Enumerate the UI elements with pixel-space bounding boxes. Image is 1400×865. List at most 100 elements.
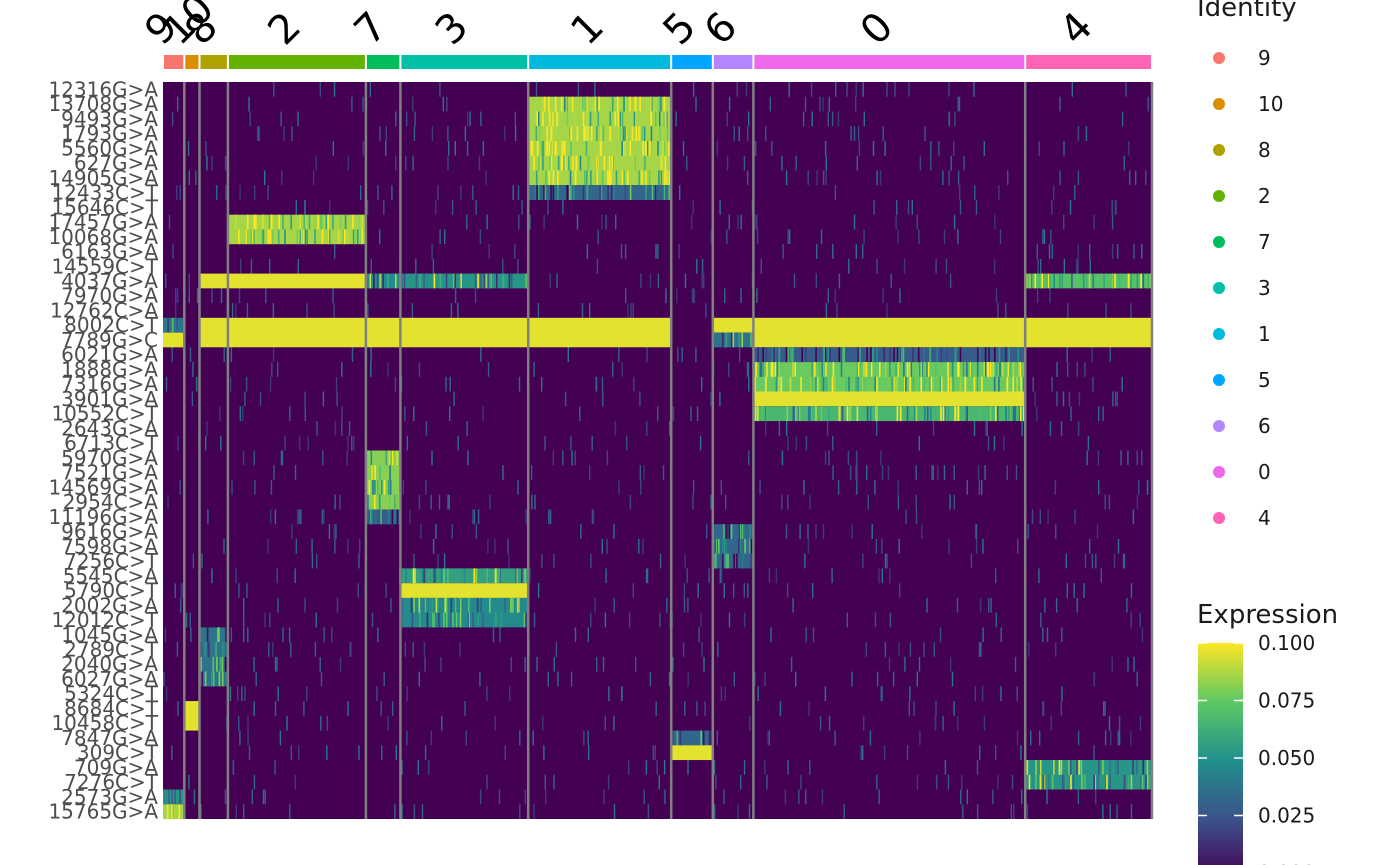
- speckle: [547, 199, 549, 215]
- speckle: [668, 671, 671, 687]
- speckle: [238, 583, 240, 598]
- cell-stripe: [418, 597, 421, 613]
- speckle: [316, 553, 318, 569]
- cell-stripe: [517, 597, 519, 613]
- speckle: [697, 583, 699, 598]
- speckle: [618, 480, 620, 495]
- speckle: [449, 406, 451, 422]
- speckle: [406, 435, 409, 451]
- speckle: [392, 701, 394, 716]
- speckle: [289, 406, 291, 422]
- row-label: 8002C>T: [64, 313, 159, 337]
- cell-stripe: [1103, 273, 1105, 289]
- cell-stripe: [981, 376, 983, 392]
- cell-stripe: [790, 347, 792, 363]
- expression-block-group-1: [528, 317, 672, 348]
- speckle: [682, 642, 685, 657]
- colorbar-tick-label: 0.000: [1258, 861, 1315, 865]
- speckle: [961, 774, 963, 790]
- cell-stripe: [621, 141, 623, 156]
- cell-stripe: [619, 111, 621, 127]
- speckle: [855, 96, 857, 112]
- speckle: [1053, 185, 1055, 200]
- speckle: [430, 494, 432, 510]
- speckle: [624, 244, 627, 259]
- expression-block-group-9: [163, 804, 185, 820]
- speckle: [291, 524, 293, 539]
- speckle: [1103, 701, 1105, 716]
- row-label: 3901G>A: [61, 387, 158, 411]
- speckle: [435, 524, 437, 539]
- cell-stripe: [947, 406, 950, 422]
- cell-stripe: [621, 111, 624, 127]
- speckle: [692, 199, 694, 215]
- speckle: [886, 553, 888, 569]
- expression-block-group-8: [199, 273, 228, 289]
- speckle: [876, 774, 878, 790]
- speckle: [865, 642, 867, 657]
- cell-stripe: [625, 126, 627, 141]
- speckle: [764, 671, 766, 687]
- cell-stripe: [975, 376, 978, 392]
- cell-stripe: [857, 347, 859, 363]
- speckle: [177, 96, 179, 112]
- cell-stripe: [726, 524, 728, 539]
- cell-stripe: [754, 376, 756, 392]
- speckle: [959, 185, 961, 200]
- speckle: [502, 258, 504, 274]
- speckle: [322, 391, 325, 407]
- speckle: [519, 804, 521, 820]
- speckle: [647, 804, 650, 820]
- cell-stripe: [543, 185, 545, 200]
- speckle: [1135, 170, 1137, 186]
- cell-stripe: [856, 406, 859, 422]
- cell-stripe: [1094, 774, 1096, 790]
- cell-stripe: [303, 229, 305, 245]
- identity-legend-label: 1: [1258, 322, 1271, 346]
- cell-stripe: [738, 332, 740, 348]
- speckle: [754, 141, 757, 156]
- speckle: [876, 170, 878, 186]
- speckle: [201, 553, 203, 569]
- cell-stripe: [919, 362, 921, 377]
- cell-stripe: [819, 347, 822, 363]
- speckle: [748, 111, 750, 127]
- speckle: [1062, 391, 1065, 407]
- cell-stripe: [531, 141, 534, 156]
- speckle: [789, 229, 791, 245]
- cell-stripe: [388, 494, 391, 510]
- cell-stripe: [1018, 362, 1020, 377]
- cell-stripe: [536, 111, 538, 127]
- cell-stripe: [958, 362, 960, 377]
- expression-block: [712, 317, 754, 333]
- speckle: [231, 303, 234, 318]
- speckle: [220, 288, 223, 304]
- speckle: [424, 745, 427, 761]
- speckle: [1095, 789, 1097, 805]
- speckle: [576, 214, 579, 230]
- speckle: [949, 273, 952, 289]
- cell-stripe: [387, 509, 390, 525]
- cell-stripe: [377, 480, 379, 495]
- cell-stripe: [859, 347, 861, 363]
- cell-stripe: [876, 376, 878, 392]
- cell-stripe: [434, 568, 436, 584]
- speckle: [1006, 465, 1008, 480]
- cell-stripe: [716, 538, 718, 554]
- cell-stripe: [614, 111, 617, 127]
- cell-stripe: [831, 376, 834, 392]
- identity-legend-label: 10: [1258, 92, 1283, 116]
- cell-stripe: [432, 612, 434, 628]
- speckle: [380, 701, 382, 716]
- row-label: 14559C>T: [51, 254, 158, 278]
- speckle: [918, 656, 921, 672]
- speckle: [897, 480, 899, 495]
- cell-stripe: [574, 141, 577, 156]
- speckle: [792, 597, 794, 613]
- speckle: [1016, 686, 1018, 702]
- cell-stripe: [569, 170, 572, 186]
- cell-stripe: [879, 362, 881, 377]
- cell-stripe: [542, 141, 545, 156]
- speckle: [474, 288, 477, 304]
- identity-legend-label: 4: [1258, 506, 1271, 530]
